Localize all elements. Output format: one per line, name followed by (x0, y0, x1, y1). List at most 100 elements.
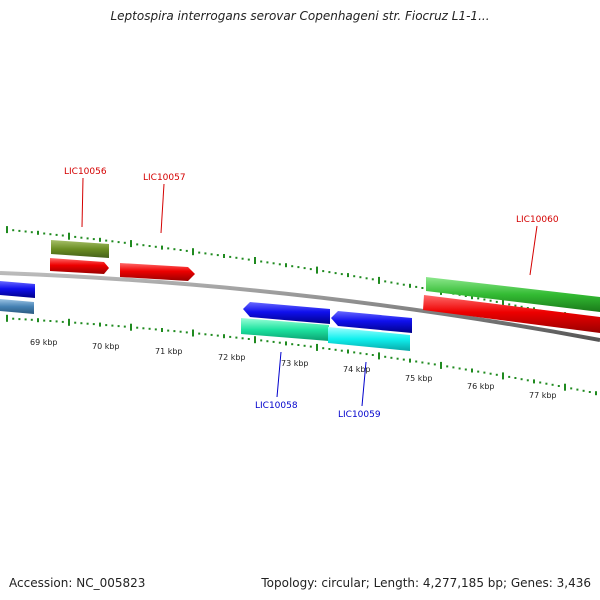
gene-arrow-LIC10056[interactable] (50, 258, 109, 274)
tick-minor (43, 232, 46, 235)
tick-minor (142, 327, 145, 330)
tick-minor (390, 356, 393, 359)
tick-minor (285, 263, 287, 268)
label-leader-LIC10058 (276, 351, 282, 398)
tick-minor (421, 361, 424, 364)
scale-label: 72 kbp (218, 353, 246, 362)
gene-label-LIC10060[interactable]: LIC10060 (516, 215, 559, 225)
tick-minor (396, 357, 399, 360)
gene-LIC10059[interactable]: LIC10059 (328, 311, 412, 420)
label-leader-LIC10060 (529, 225, 538, 276)
gene-arrow-LIC10059[interactable] (331, 311, 412, 333)
tick-minor (204, 252, 207, 255)
tick-minor (595, 391, 597, 396)
tick-minor (340, 349, 343, 352)
tick-minor (173, 330, 176, 333)
gene-label-LIC10058[interactable]: LIC10058 (255, 401, 298, 411)
gene-arrow-unlabeled-left[interactable] (0, 281, 35, 298)
tick-minor (353, 351, 356, 354)
tick-minor (12, 229, 15, 232)
gene-arrow-LIC10058[interactable] (243, 302, 330, 324)
tick-minor (334, 348, 337, 351)
gene-LIC10056[interactable]: LIC10056 (50, 167, 109, 274)
tick-minor (117, 325, 120, 328)
tick-minor (495, 373, 498, 376)
tick-minor (588, 391, 591, 393)
tick-major (68, 232, 70, 240)
gene-unlabeled-left[interactable] (0, 281, 35, 314)
tick-minor (390, 281, 393, 284)
gene-arrow-LIC10060[interactable] (423, 295, 600, 333)
tick-minor (322, 270, 325, 273)
tick-minor (291, 265, 294, 268)
tick-minor (74, 321, 77, 324)
tick-minor (161, 328, 163, 332)
tick-minor (154, 328, 157, 331)
tick-minor (446, 365, 449, 368)
tick-minor (526, 379, 529, 382)
gene-LIC10060[interactable]: LIC10060 (423, 215, 600, 333)
tick-minor (309, 268, 312, 271)
tick-minor (235, 336, 238, 339)
tick-minor (334, 272, 337, 275)
tick-minor (43, 319, 46, 322)
label-leader-LIC10059 (361, 361, 367, 407)
tick-minor (477, 297, 480, 300)
tick-minor (365, 353, 368, 356)
tick-major (68, 318, 70, 326)
tick-minor (533, 379, 535, 384)
tick-minor (136, 243, 139, 246)
tick-minor (185, 331, 188, 334)
tick-minor (247, 258, 250, 261)
scale-label: 70 kbp (92, 342, 120, 351)
tick-minor (37, 230, 39, 235)
tick-major (6, 314, 8, 322)
tick-minor (241, 257, 244, 260)
tick-minor (427, 362, 430, 365)
inner-tick-track (6, 314, 597, 396)
tick-major (378, 352, 380, 360)
gene-track-LIC10060[interactable] (426, 277, 600, 312)
tick-minor (204, 333, 207, 336)
tick-minor (421, 287, 424, 289)
genome-backbone (0, 271, 600, 342)
tick-minor (24, 318, 27, 321)
tick-minor (18, 318, 21, 321)
gene-label-LIC10059[interactable]: LIC10059 (338, 410, 381, 420)
gene-label-LIC10056[interactable]: LIC10056 (64, 167, 107, 177)
accession-text: Accession: NC_005823 (9, 576, 146, 590)
tick-minor (37, 318, 39, 323)
tick-major (502, 299, 504, 307)
tick-minor (340, 273, 343, 276)
tick-minor (198, 251, 201, 254)
scale-labels: 69 kbp 70 kbp 71 kbp 72 kbp 73 kbp 74 kb… (30, 338, 557, 400)
gene-track-LIC10056[interactable] (51, 240, 109, 258)
label-leader-LIC10056 (81, 177, 84, 228)
tick-minor (520, 305, 523, 308)
tick-major (316, 343, 318, 351)
tick-minor (49, 233, 52, 236)
tick-major (130, 323, 132, 331)
tick-minor (483, 298, 486, 301)
tick-minor (235, 256, 238, 259)
tick-minor (477, 370, 480, 373)
tick-minor (353, 275, 356, 278)
gene-track-unlabeled-left[interactable] (0, 299, 34, 314)
label-leader-LIC10057 (160, 183, 165, 234)
tick-minor (210, 253, 213, 256)
tick-minor (61, 320, 64, 323)
tick-minor (415, 285, 418, 288)
tick-major (564, 383, 566, 391)
gene-track-LIC10058[interactable] (241, 318, 329, 341)
gene-LIC10057[interactable]: LIC10057 (120, 173, 195, 281)
tick-minor (384, 280, 387, 283)
gene-track-LIC10059[interactable] (328, 327, 410, 351)
tick-major (192, 329, 194, 337)
tick-minor (309, 345, 312, 348)
gene-label-LIC10057[interactable]: LIC10057 (143, 173, 186, 183)
gene-LIC10058[interactable]: LIC10058 (241, 302, 330, 411)
gene-arrow-LIC10057[interactable] (120, 263, 195, 281)
tick-major (6, 226, 8, 234)
tick-minor (278, 341, 281, 344)
